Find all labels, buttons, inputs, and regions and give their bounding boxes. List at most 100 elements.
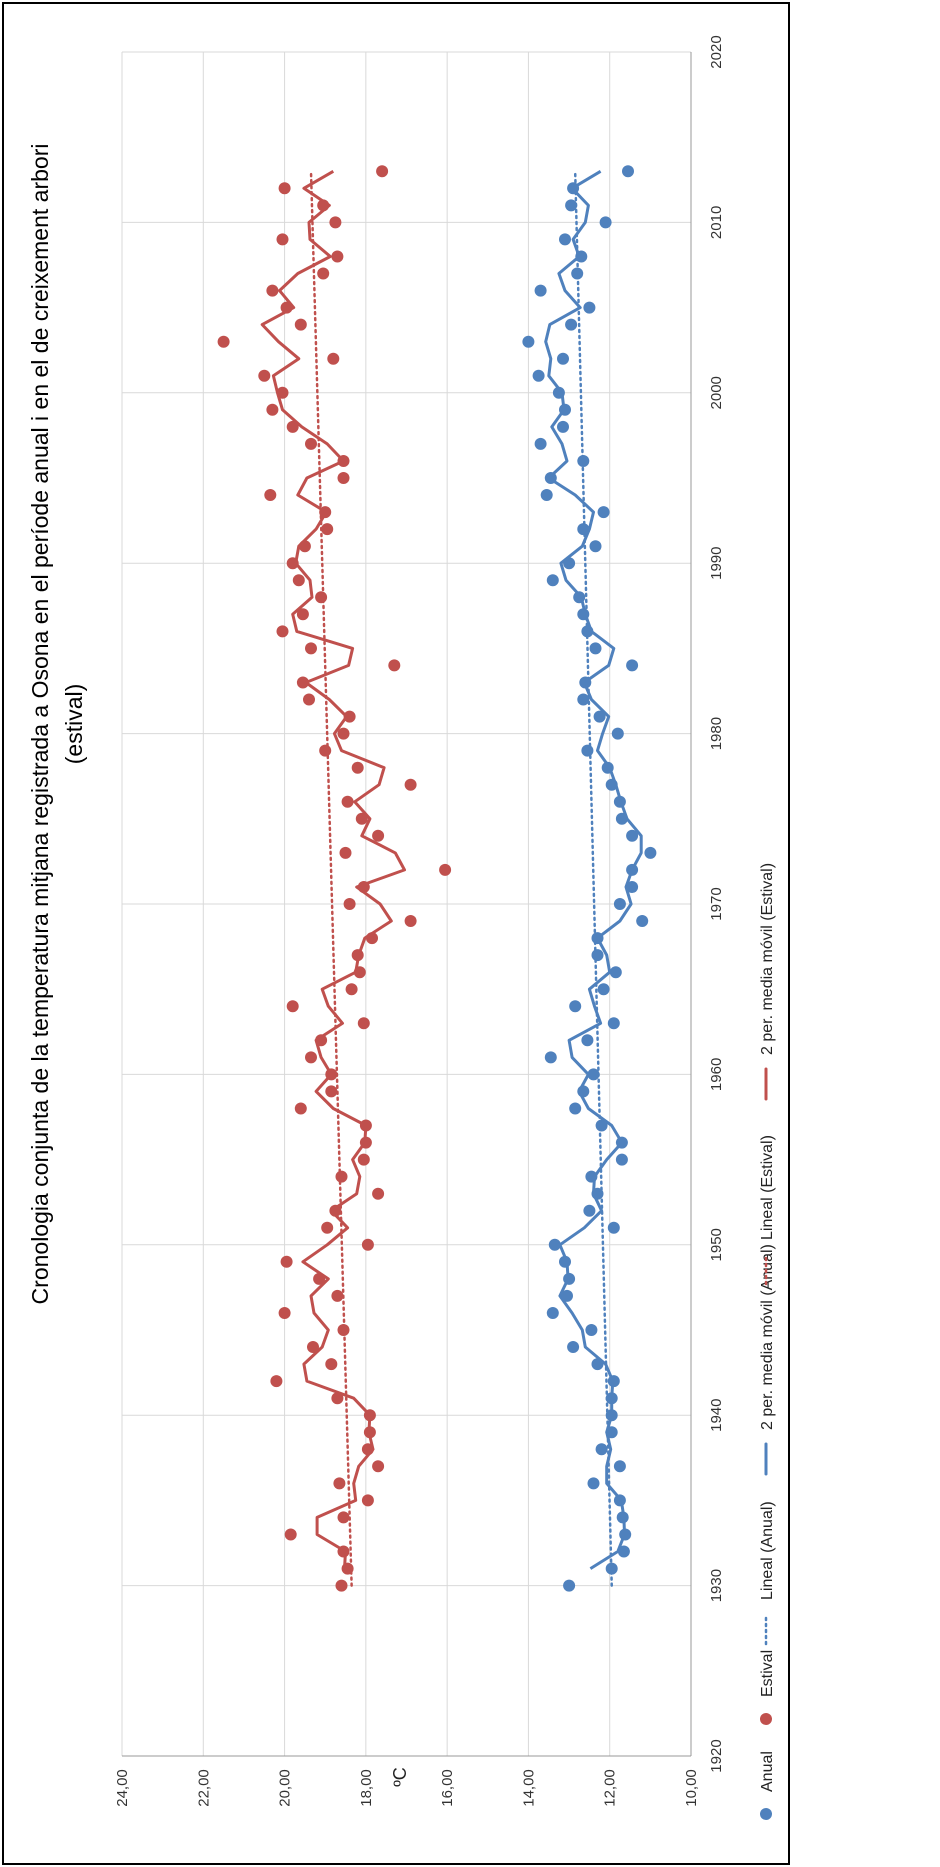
point-anual-1941 xyxy=(605,1392,618,1405)
point-estival-2005 xyxy=(280,301,293,314)
grid-layer xyxy=(121,51,692,1757)
point-anual-1948 xyxy=(563,1272,576,1285)
point-anual-2001 xyxy=(532,369,545,382)
point-estival-1991 xyxy=(298,540,311,553)
point-anual-1981 xyxy=(593,710,606,723)
point-anual-1947 xyxy=(561,1289,573,1302)
legend-marker-anual xyxy=(760,1808,772,1820)
point-estival-1955 xyxy=(357,1153,370,1166)
point-estival-1950 xyxy=(361,1238,374,1251)
y-tick-label: 20,00 xyxy=(277,1769,294,1807)
point-anual-1994 xyxy=(540,489,553,501)
point-estival-1937 xyxy=(372,1460,385,1473)
point-estival-1962 xyxy=(315,1034,328,1047)
point-anual-1942 xyxy=(607,1375,620,1388)
trend-layer xyxy=(309,170,613,1587)
point-estival-2013 xyxy=(376,165,389,178)
legend: Anual Estival Lineal (Anual) 2 per. media m… xyxy=(759,863,776,1820)
point-anual-1992 xyxy=(577,523,590,536)
point-estival-1939 xyxy=(363,1426,376,1439)
x-tick-label: 1960 xyxy=(708,1058,725,1091)
point-anual-1931 xyxy=(605,1562,618,1575)
point-estival-1980 xyxy=(337,727,350,740)
point-estival-1965 xyxy=(345,983,358,996)
point-anual-1987 xyxy=(577,608,590,621)
x-tick-label: 1920 xyxy=(708,1739,725,1772)
point-estival-1983 xyxy=(296,676,309,689)
x-tick-label: 2000 xyxy=(708,376,725,409)
point-estival-1947 xyxy=(331,1289,344,1302)
chart-title-line-1: Cronologia conjunta de la temperatura mi… xyxy=(27,144,53,1305)
point-estival-2012 xyxy=(278,182,291,195)
point-anual-1976 xyxy=(613,795,626,808)
y-tick-label: 14,00 xyxy=(520,1769,537,1807)
x-tick-label: 1940 xyxy=(708,1399,725,1432)
point-estival-1935 xyxy=(361,1494,374,1507)
point-estival-1973 xyxy=(339,846,352,859)
point-anual-2006 xyxy=(534,284,547,297)
point-anual-1978 xyxy=(601,761,614,774)
chart-title-line-2: (estival) xyxy=(61,684,87,765)
point-anual-1956 xyxy=(615,1136,628,1149)
point-anual-1966 xyxy=(609,966,622,979)
point-estival-2003 xyxy=(217,335,230,348)
point-anual-1945 xyxy=(585,1324,598,1336)
point-anual-1973 xyxy=(644,846,657,859)
point-anual-1998 xyxy=(557,420,569,433)
point-anual-2002 xyxy=(557,352,569,365)
point-anual-1952 xyxy=(583,1204,596,1217)
point-anual-1938 xyxy=(595,1443,608,1456)
point-estival-1953 xyxy=(372,1187,385,1200)
point-estival-2010 xyxy=(329,216,342,229)
point-estival-1984 xyxy=(388,659,401,672)
tick-label-layer: 1920 1930 1940 1950 1960 1970 1980 1990 2000 2010… xyxy=(114,35,725,1806)
point-estival-1963 xyxy=(357,1017,370,1030)
x-tick-label: 1990 xyxy=(708,547,725,580)
point-estival-1958 xyxy=(294,1102,307,1115)
legend-label: 2 per. media móvil (Anual) xyxy=(759,1244,776,1430)
point-estival-1954 xyxy=(335,1170,348,1183)
point-anual-2010 xyxy=(599,216,612,229)
point-estival-1934 xyxy=(337,1511,350,1524)
point-estival-1996 xyxy=(337,455,350,467)
legend-label: Lineal (Estival) xyxy=(759,1135,776,1240)
point-anual-1968 xyxy=(591,932,604,945)
point-anual-1974 xyxy=(626,829,639,842)
point-estival-1957 xyxy=(359,1119,372,1132)
point-anual-1955 xyxy=(615,1153,628,1166)
y-tick-label: 18,00 xyxy=(358,1769,375,1807)
point-estival-1959 xyxy=(325,1085,338,1098)
point-anual-2009 xyxy=(559,233,571,246)
point-anual-1972 xyxy=(626,863,639,876)
point-anual-1937 xyxy=(613,1460,626,1473)
point-anual-1989 xyxy=(546,574,559,587)
point-estival-2008 xyxy=(331,250,344,263)
point-anual-2008 xyxy=(575,250,588,263)
point-estival-1994 xyxy=(264,489,277,501)
point-estival-1968 xyxy=(366,932,378,945)
point-estival-1987 xyxy=(296,608,309,621)
point-anual-2007 xyxy=(571,267,584,280)
point-estival-1971 xyxy=(357,881,370,893)
point-estival-1945 xyxy=(337,1324,350,1336)
x-tick-label: 1970 xyxy=(708,887,725,920)
point-anual-1962 xyxy=(581,1034,594,1047)
point-estival-1933 xyxy=(284,1528,297,1541)
point-estival-1938 xyxy=(361,1443,374,1456)
point-estival-2004 xyxy=(294,318,307,331)
point-anual-1999 xyxy=(559,403,571,416)
point-anual-1986 xyxy=(581,625,594,638)
legend-label: Estival xyxy=(759,1650,776,1697)
point-estival-1936 xyxy=(333,1477,346,1490)
point-estival-1960 xyxy=(325,1068,338,1081)
point-anual-1961 xyxy=(544,1051,557,1064)
point-anual-1984 xyxy=(626,659,639,672)
x-tick-label: 2020 xyxy=(708,35,725,68)
point-anual-1964 xyxy=(569,1000,582,1013)
y-axis-label: ºC xyxy=(390,1767,410,1787)
point-anual-1985 xyxy=(589,642,602,655)
point-estival-1964 xyxy=(286,1000,299,1013)
point-estival-1986 xyxy=(276,625,289,638)
point-estival-1982 xyxy=(303,693,315,706)
x-tick-label: 1930 xyxy=(708,1569,725,1602)
